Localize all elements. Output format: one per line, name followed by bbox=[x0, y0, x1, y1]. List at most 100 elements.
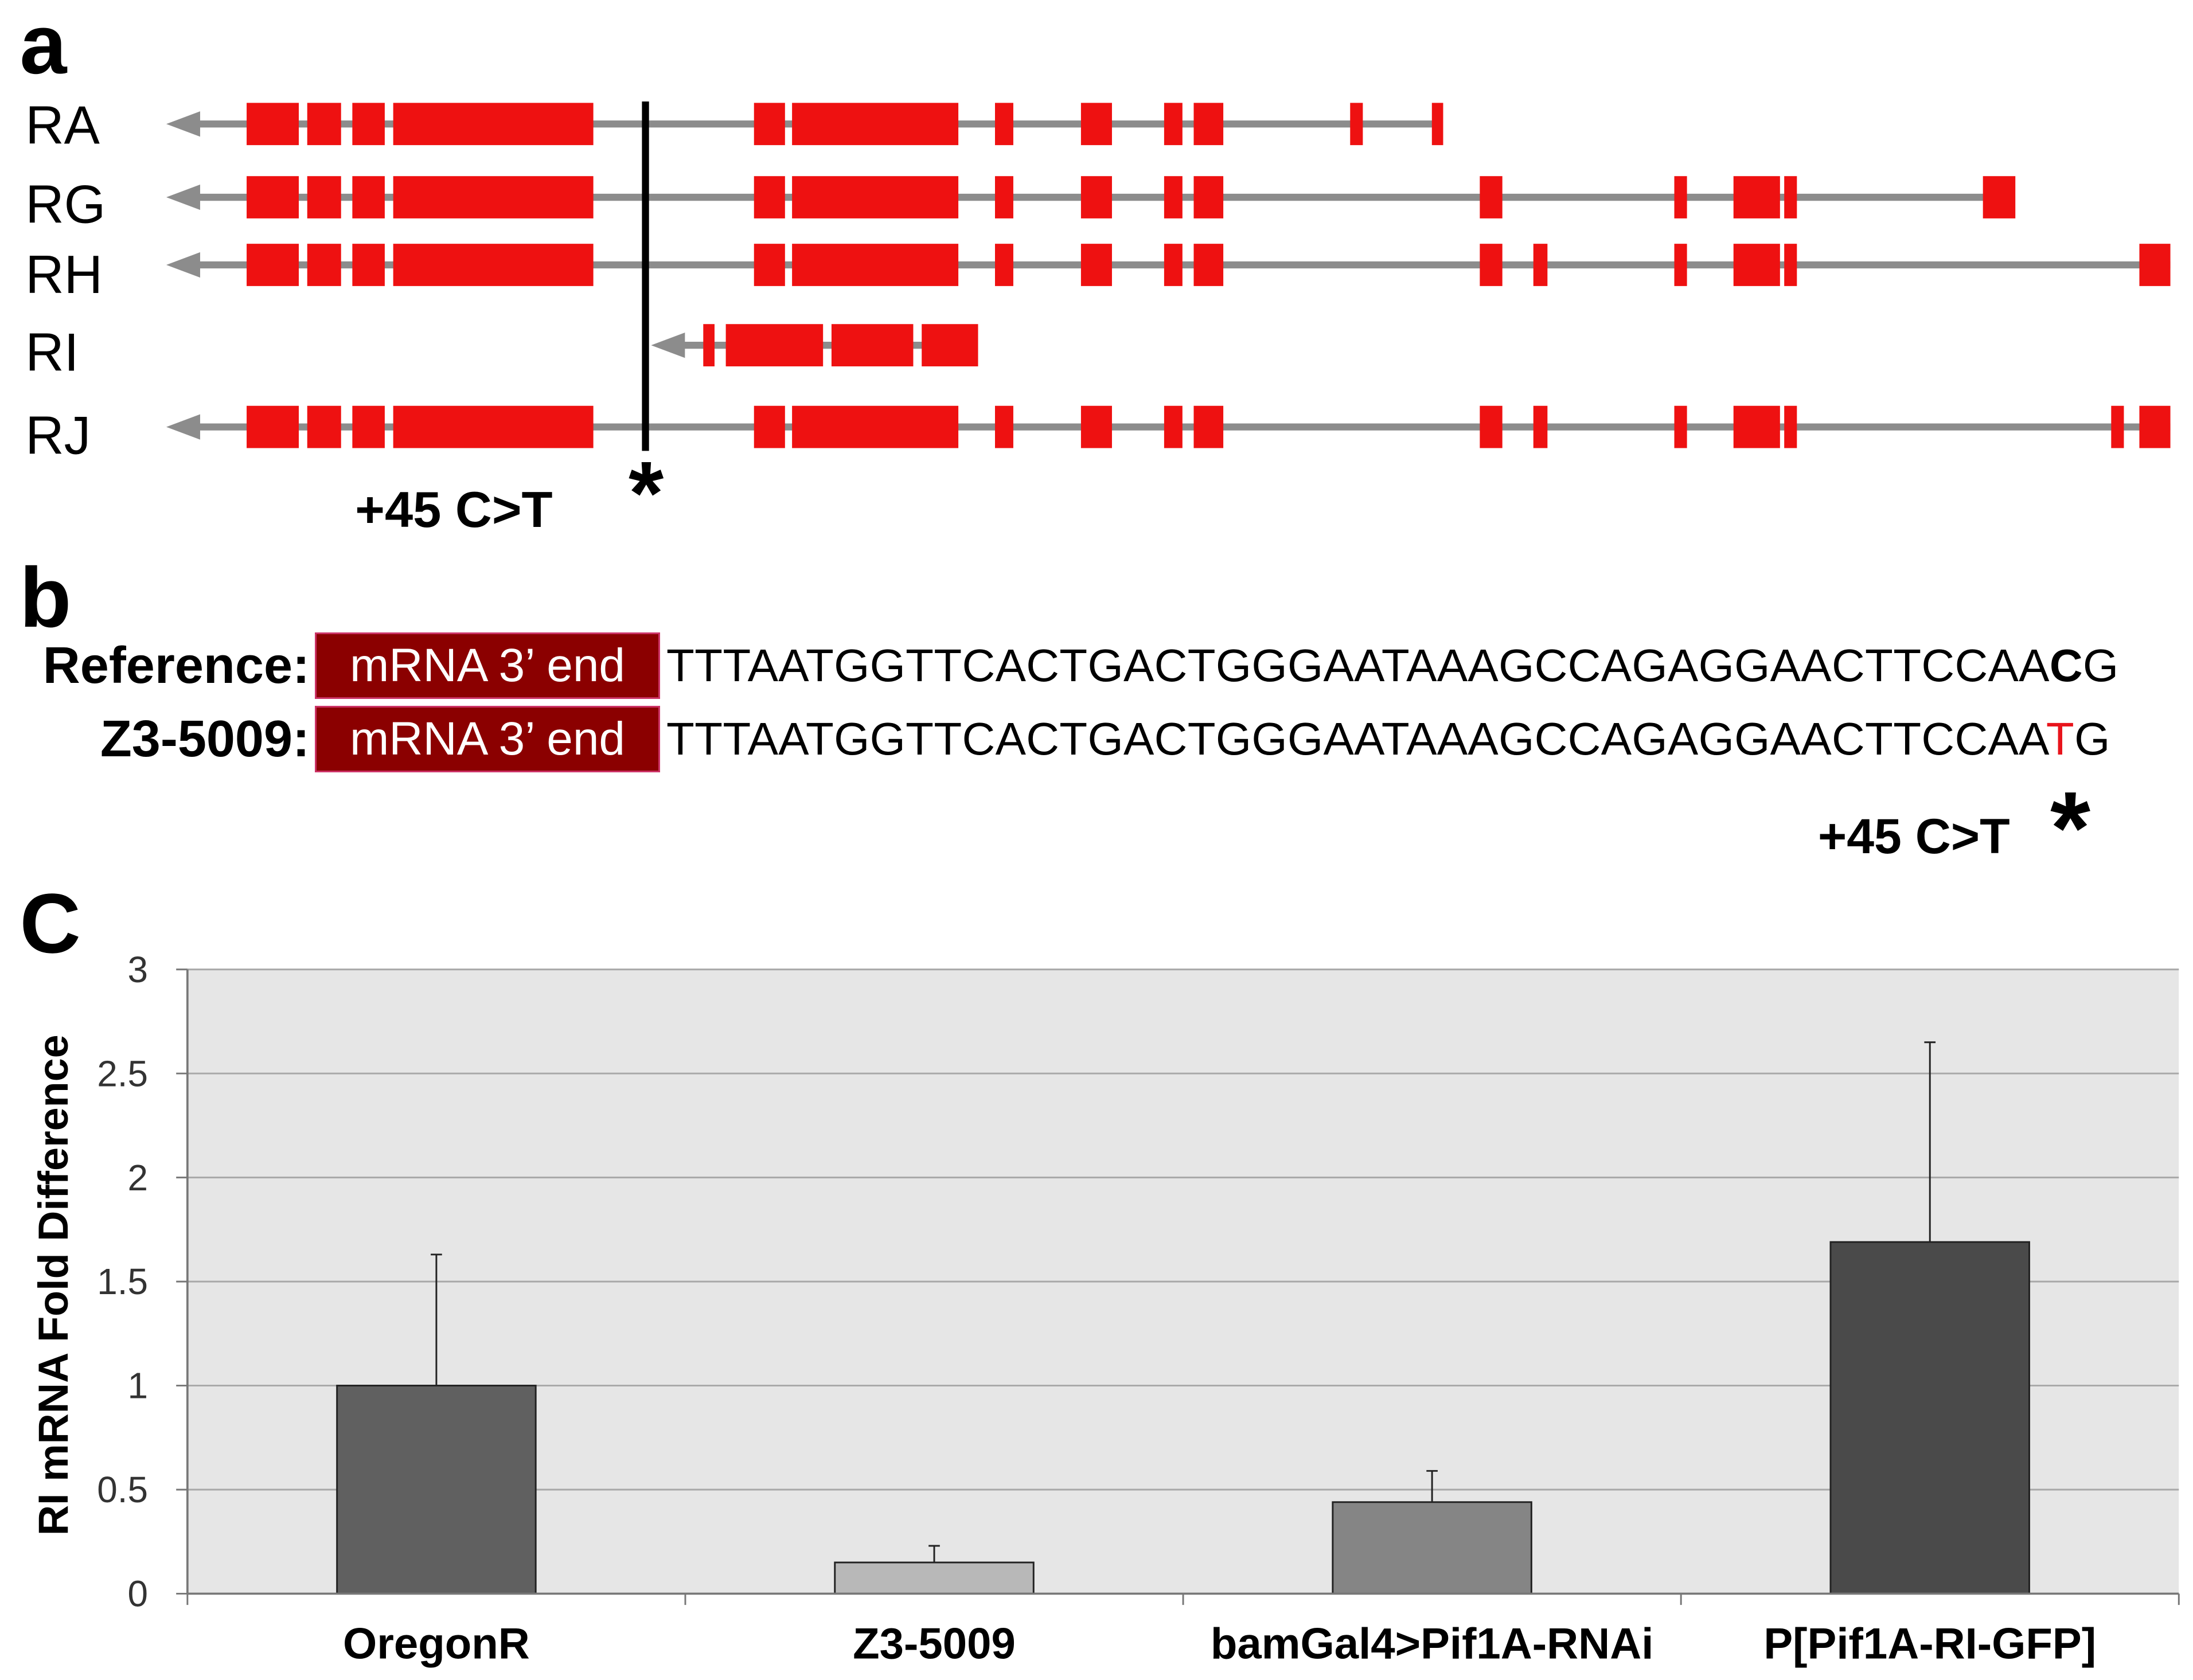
panel-c-bar-chart: C 0 0.5 1 1.5 2 2.5 3 OregonR Z3-5009 bamGal4>Pi… bbox=[19, 877, 2180, 1668]
exon bbox=[1080, 244, 1112, 286]
variant-base-z3-5009: T bbox=[2046, 713, 2075, 764]
error-bars bbox=[431, 1041, 1936, 1562]
exon bbox=[307, 244, 341, 286]
panel-a-letter: a bbox=[19, 0, 67, 92]
exon bbox=[1674, 244, 1687, 286]
y-tick-label: 0 bbox=[128, 1573, 149, 1615]
exon bbox=[393, 244, 594, 286]
bar bbox=[834, 1561, 1035, 1595]
transcript-ri: RI bbox=[25, 322, 978, 382]
strand-arrowhead bbox=[651, 332, 685, 358]
transcript-label: RJ bbox=[25, 405, 91, 465]
transcript-rg: RG bbox=[25, 174, 2016, 234]
transcript-ra: RA bbox=[25, 95, 1443, 155]
exon bbox=[754, 244, 785, 286]
exon bbox=[792, 103, 959, 146]
exon bbox=[922, 324, 978, 366]
exon bbox=[1164, 244, 1183, 286]
exon bbox=[792, 405, 959, 448]
x-tick-label: OregonR bbox=[343, 1619, 530, 1668]
exon bbox=[1533, 405, 1548, 448]
y-tick-label: 0.5 bbox=[97, 1469, 148, 1510]
bar bbox=[1332, 1501, 1532, 1595]
exon bbox=[1480, 244, 1503, 286]
exon bbox=[393, 405, 594, 448]
x-tick-label: P[Pif1A-RI-GFP] bbox=[1763, 1619, 2096, 1668]
sequence-main: TTTAATGGTTCACTGACTGGGAATAAAGCCAGAGGAACTT… bbox=[666, 640, 2050, 691]
exon bbox=[754, 103, 785, 146]
exon bbox=[725, 324, 824, 366]
transcript-label: RA bbox=[25, 95, 100, 155]
exon bbox=[352, 244, 385, 286]
exon bbox=[1080, 405, 1112, 448]
exon bbox=[1674, 176, 1687, 218]
exon bbox=[307, 176, 341, 218]
exon bbox=[1674, 405, 1687, 448]
exon bbox=[247, 103, 299, 146]
transcript-rj: RJ bbox=[25, 405, 2171, 465]
exon bbox=[1080, 103, 1112, 146]
x-tick-label: Z3-5009 bbox=[853, 1619, 1016, 1668]
exon bbox=[1480, 405, 1503, 448]
exon bbox=[307, 405, 341, 448]
strand-arrowhead bbox=[166, 252, 200, 278]
strand-arrowhead bbox=[166, 414, 200, 440]
strand-arrowhead bbox=[166, 184, 200, 210]
exon bbox=[792, 176, 959, 218]
y-tick-label: 2 bbox=[128, 1157, 149, 1198]
sequence-tail: G bbox=[2074, 713, 2110, 764]
mrna-3-end-box-reference: mRNA 3’ end bbox=[317, 634, 658, 697]
strand-arrowhead bbox=[166, 111, 200, 137]
exon bbox=[1480, 176, 1503, 218]
y-tick-label: 2.5 bbox=[97, 1053, 148, 1094]
x-axis: OregonR Z3-5009 bamGal4>Pif1A-RNAi P[Pif1A-… bbox=[186, 969, 2180, 1668]
exon bbox=[994, 176, 1013, 218]
panel-b-letter: b bbox=[19, 550, 72, 645]
variant-base-reference: C bbox=[2049, 640, 2083, 691]
mrna-3-end-box-z3-5009: mRNA 3’ end bbox=[317, 708, 658, 771]
exon bbox=[1080, 176, 1112, 218]
y-tick-label: 1.5 bbox=[97, 1261, 148, 1302]
exon bbox=[1784, 244, 1797, 286]
exon bbox=[831, 324, 914, 366]
exon bbox=[247, 405, 299, 448]
exon bbox=[1193, 405, 1224, 448]
mutation-star-b: * bbox=[2050, 771, 2091, 886]
bars bbox=[336, 1241, 2030, 1595]
exon bbox=[393, 176, 594, 218]
exon bbox=[1350, 103, 1363, 146]
exon bbox=[1733, 244, 1780, 286]
bar bbox=[1829, 1241, 2030, 1595]
transcript-label: RH bbox=[25, 244, 103, 304]
exon bbox=[1431, 103, 1443, 146]
exon bbox=[352, 176, 385, 218]
exon bbox=[994, 405, 1013, 448]
exon bbox=[1983, 176, 2016, 218]
exon bbox=[754, 176, 785, 218]
y-tick-labels: 0 0.5 1 1.5 2 2.5 3 bbox=[97, 949, 188, 1615]
bar bbox=[336, 1385, 537, 1595]
exon bbox=[1733, 405, 1780, 448]
exon bbox=[1733, 176, 1780, 218]
exon bbox=[792, 244, 959, 286]
exon bbox=[994, 103, 1013, 146]
mutation-label-b: +45 C>T bbox=[1818, 809, 2010, 864]
exon bbox=[1193, 244, 1224, 286]
panel-c-letter: C bbox=[19, 877, 80, 971]
y-tick-label: 3 bbox=[128, 949, 149, 990]
sequence-main: TTTAATGGTTCACTGACTGGGAATAAAGCCAGAGGAACTT… bbox=[666, 713, 2046, 764]
mutation-star-a: * bbox=[629, 443, 664, 544]
exon bbox=[352, 405, 385, 448]
exon bbox=[393, 103, 594, 146]
exon bbox=[2139, 405, 2171, 448]
sequence-row-z3-5009: Z3-5009: mRNA 3’ end TTTAATGGTTCACTGACTG… bbox=[0, 708, 2110, 771]
y-tick-label: 1 bbox=[128, 1365, 149, 1406]
sequence-label-reference: Reference: bbox=[42, 636, 310, 694]
x-tick-label: bamGal4>Pif1A-RNAi bbox=[1211, 1619, 1654, 1668]
exon bbox=[1164, 405, 1183, 448]
sequence-row-reference: Reference: mRNA 3’ end TTTAATGGTTCACTGAC… bbox=[0, 634, 2118, 697]
exon bbox=[754, 405, 785, 448]
exon bbox=[2111, 405, 2124, 448]
exon bbox=[1164, 176, 1183, 218]
